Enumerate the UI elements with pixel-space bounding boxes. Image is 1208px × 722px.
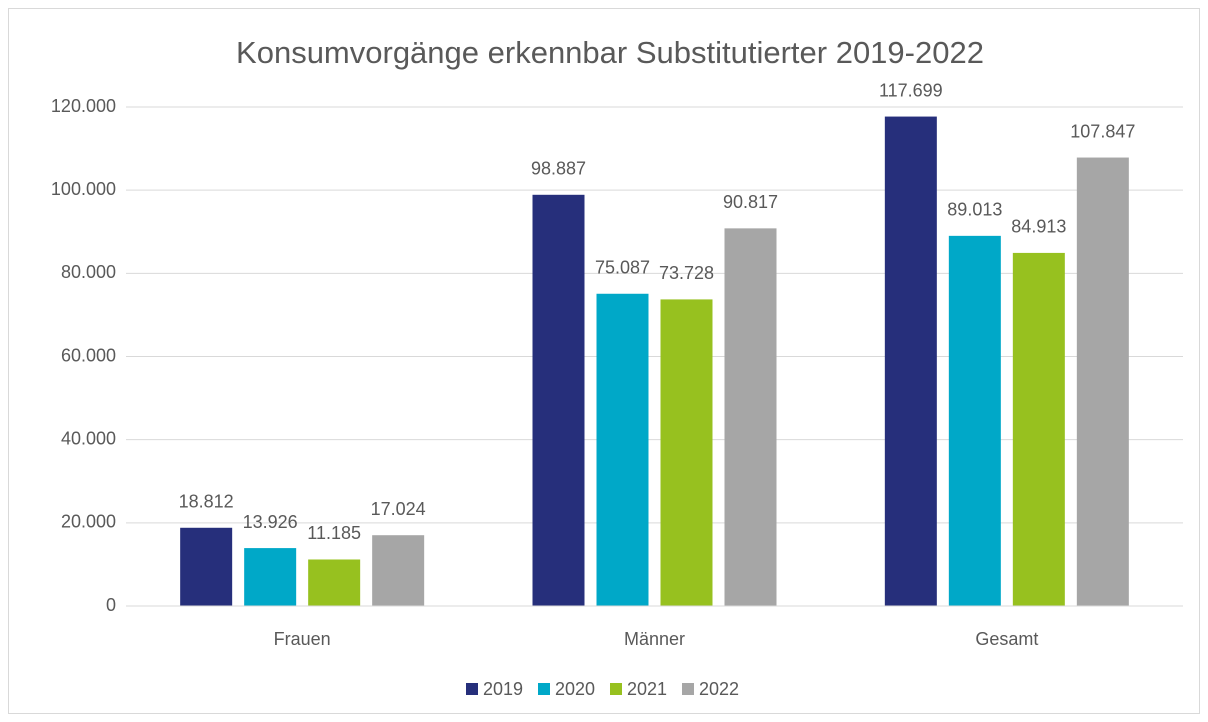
bar [884, 116, 937, 606]
value-label: 89.013 [947, 200, 1002, 220]
y-tick-label: 100.000 [51, 179, 116, 199]
x-tick-label: Frauen [274, 629, 331, 649]
legend-label: 2020 [555, 679, 595, 699]
bar [948, 235, 1001, 606]
legend-swatch [466, 683, 478, 695]
y-tick-label: 40.000 [61, 428, 116, 448]
x-tick-label: Männer [624, 629, 685, 649]
bar [1076, 157, 1129, 606]
bar [180, 527, 233, 606]
value-label: 98.887 [531, 159, 586, 179]
legend-label: 2019 [483, 679, 523, 699]
legend-label: 2021 [627, 679, 667, 699]
bar [244, 548, 297, 606]
y-tick-label: 60.000 [61, 345, 116, 365]
value-label: 84.913 [1011, 217, 1066, 237]
legend-label: 2022 [699, 679, 739, 699]
value-label: 90.817 [723, 192, 778, 212]
value-label: 18.812 [179, 492, 234, 512]
legend-swatch [610, 683, 622, 695]
bar [532, 194, 585, 606]
y-tick-label: 20.000 [61, 512, 116, 532]
x-tick-label: Gesamt [975, 629, 1038, 649]
bar [308, 559, 361, 606]
y-tick-label: 80.000 [61, 262, 116, 282]
bar [660, 299, 713, 606]
value-label: 117.699 [879, 80, 943, 100]
bar [724, 228, 777, 606]
chart-title: Konsumvorgänge erkennbar Substitutierter… [236, 35, 984, 70]
y-tick-label: 0 [106, 595, 116, 615]
y-tick-label: 120.000 [51, 96, 116, 116]
value-label: 73.728 [659, 263, 714, 283]
legend-swatch [682, 683, 694, 695]
value-label: 11.185 [307, 523, 361, 543]
value-label: 17.024 [371, 499, 426, 519]
value-label: 13.926 [243, 512, 298, 532]
value-label: 107.847 [1070, 121, 1135, 141]
value-label: 75.087 [595, 258, 650, 278]
legend-swatch [538, 683, 550, 695]
bar [596, 293, 649, 606]
bar [372, 535, 425, 606]
bar [1012, 252, 1065, 606]
